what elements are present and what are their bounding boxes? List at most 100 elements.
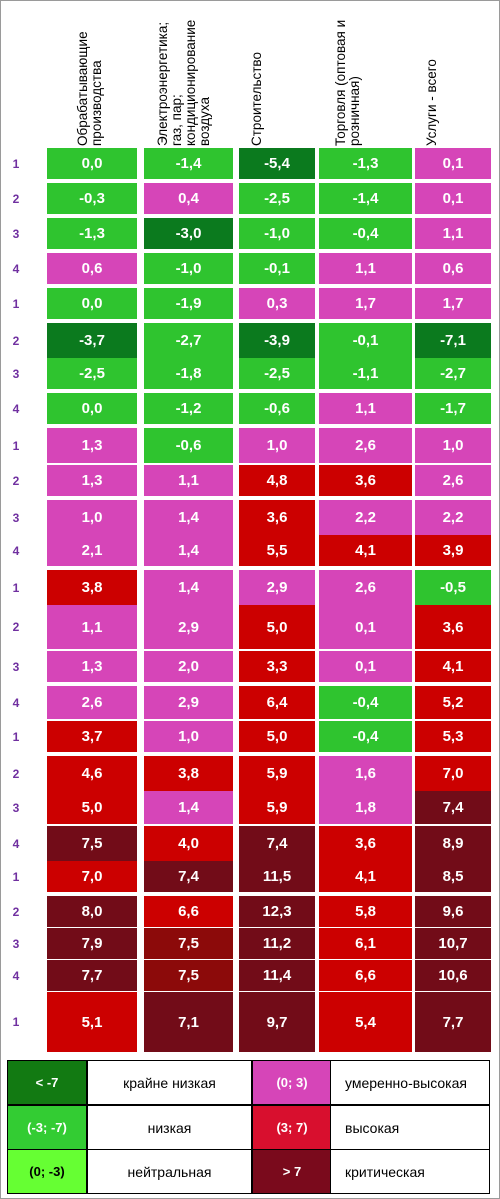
heatmap-cell: 1,1 [319, 253, 412, 284]
heatmap-cell: 7,0 [415, 756, 491, 791]
cell-value: 1,4 [178, 542, 199, 559]
legend-label-text: умеренно-высокая [345, 1074, 467, 1091]
legend-label-text: критическая [345, 1163, 425, 1180]
heatmap-cell: -1,0 [239, 218, 315, 249]
cell-value: 11,4 [262, 967, 292, 984]
heatmap-cell: 2,6 [415, 465, 491, 496]
heatmap-cell: 10,7 [415, 928, 491, 959]
heatmap-cell: 4,6 [47, 756, 137, 791]
heatmap-cell: 0,1 [319, 605, 412, 649]
cell-value: -1,2 [175, 400, 202, 417]
cell-value: -0,3 [79, 190, 105, 207]
quarter-label: 1 [12, 156, 20, 171]
cell-value: 7,4 [178, 868, 199, 885]
quarter-label: 3 [12, 226, 20, 241]
cell-value: 0,4 [178, 190, 199, 207]
heatmap-cell: -0,4 [319, 686, 412, 719]
cell-value: 1,0 [81, 509, 103, 526]
quarter-label: 4 [12, 543, 20, 558]
heatmap-cell: 7,0 [47, 861, 137, 892]
cell-value: -0,4 [352, 728, 379, 745]
heatmap-cell: 2,6 [319, 428, 412, 463]
cell-value: 7,0 [81, 868, 103, 885]
cell-value: 7,4 [266, 835, 288, 852]
cell-value: -1,7 [440, 400, 466, 417]
cell-value: 5,3 [442, 728, 464, 745]
cell-value: 1,8 [355, 799, 376, 816]
heatmap-cell: 1,4 [144, 500, 233, 535]
heatmap-cell: 0,0 [47, 148, 137, 179]
cell-value: 0,1 [355, 618, 376, 636]
heatmap-cell: 5,1 [47, 992, 137, 1052]
heatmap-cell: -3,0 [144, 218, 233, 249]
cell-value: 3,3 [266, 658, 288, 675]
cell-value: 3,8 [178, 765, 199, 782]
heatmap-cell: 0,0 [47, 393, 137, 424]
cell-value: 2,0 [178, 658, 199, 675]
legend-label: крайне низкая [87, 1060, 252, 1105]
cell-value: 1,4 [178, 579, 199, 596]
heatmap-cell: 5,9 [239, 756, 315, 791]
heatmap-cell: 4,1 [319, 861, 412, 892]
cell-value: 4,1 [355, 868, 376, 885]
heatmap-cell: 0,1 [319, 651, 412, 682]
quarter-label: 3 [12, 659, 20, 674]
heatmap-cell: 0,6 [415, 253, 491, 284]
quarter-label: 1 [12, 438, 20, 453]
column-header: Обрабатывающие производства [75, 6, 152, 146]
heatmap-cell: 1,3 [47, 651, 137, 682]
column-header: Торговля (оптовая и розничная) [333, 6, 410, 146]
column-header: Строительство [249, 6, 326, 146]
cell-value: -1,4 [175, 155, 202, 172]
heatmap-cell: 12,3 [239, 896, 315, 927]
legend-label-text: высокая [345, 1119, 400, 1136]
heatmap-cell: 6,6 [144, 896, 233, 927]
cell-value: 0,1 [442, 155, 464, 172]
quarter-label: 2 [12, 473, 20, 488]
legend-label: критическая [330, 1149, 490, 1194]
heatmap-cell: -1,7 [415, 393, 491, 424]
legend-label-text: нейтральная [127, 1163, 212, 1180]
heatmap-cell: 10,6 [415, 960, 491, 991]
legend-swatch: (3; 7) [252, 1105, 332, 1150]
heatmap-cell: -5,4 [239, 148, 315, 179]
cell-value: 0,0 [81, 400, 103, 417]
cell-value: 8,5 [442, 868, 464, 885]
heatmap-cell: 1,0 [239, 428, 315, 463]
cell-value: -0,1 [352, 332, 379, 349]
cell-value: -1,1 [352, 365, 379, 382]
quarter-label: 2 [12, 620, 20, 634]
heatmap-cell: 1,0 [144, 721, 233, 752]
cell-value: 4,0 [178, 835, 199, 852]
cell-value: 5,4 [355, 1013, 376, 1031]
cell-value: -0,5 [440, 579, 466, 596]
cell-value: 2,9 [178, 618, 199, 636]
heatmap-cell: 2,9 [144, 686, 233, 719]
heatmap-cell: -2,5 [239, 358, 315, 389]
cell-value: -1,9 [175, 295, 202, 312]
cell-value: -2,5 [79, 365, 105, 382]
heatmap-cell: 2,2 [319, 500, 412, 535]
heatmap-cell: 7,5 [144, 928, 233, 959]
legend-label: нейтральная [87, 1149, 252, 1194]
cell-value: 7,5 [178, 967, 199, 984]
heatmap-cell: -0,4 [319, 721, 412, 752]
heatmap-cell: -3,9 [239, 323, 315, 358]
legend-range: < -7 [35, 1075, 59, 1090]
cell-value: -2,5 [264, 365, 290, 382]
heatmap-cell: 0,4 [144, 183, 233, 214]
legend-swatch: < -7 [7, 1060, 87, 1105]
cell-value: 11,5 [262, 868, 292, 885]
quarter-label: 3 [12, 366, 20, 381]
quarter-label: 1 [12, 1015, 20, 1029]
column-header: Электроэнергетика; газ, пар; кондиционир… [155, 6, 232, 146]
cell-value: 0,0 [81, 155, 103, 172]
heatmap-cell: 2,9 [239, 570, 315, 605]
heatmap-cell: 2,6 [47, 686, 137, 719]
quarter-label: 2 [12, 333, 20, 348]
cell-value: 5,2 [442, 694, 464, 711]
heatmap-cell: -3,7 [47, 323, 137, 358]
cell-value: -0,4 [352, 225, 379, 242]
heatmap-cell: 7,4 [415, 791, 491, 824]
heatmap-cell: 2,6 [319, 570, 412, 605]
